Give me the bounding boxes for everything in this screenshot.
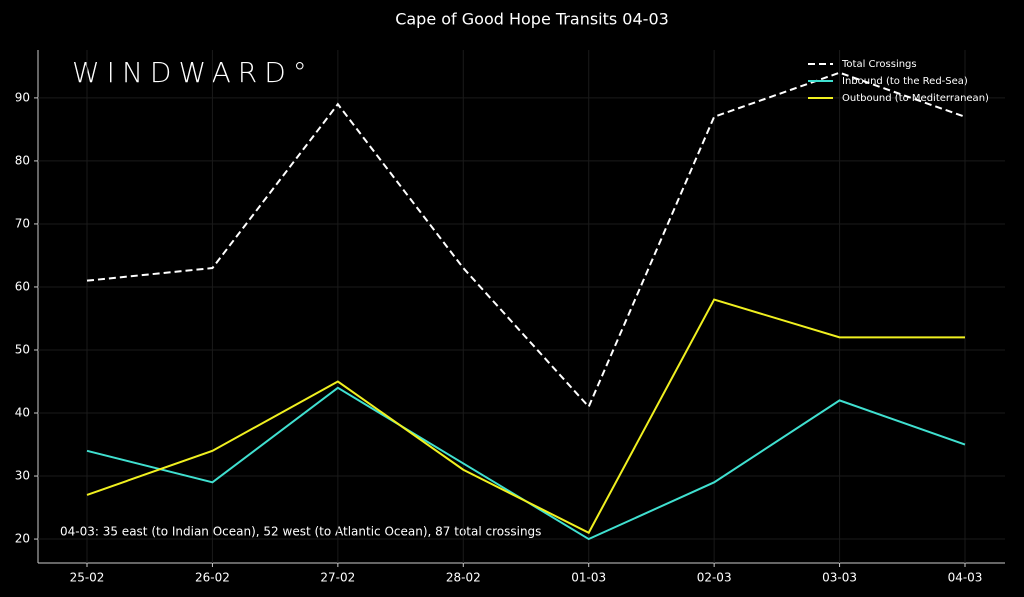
y-tick-label: 80 [15, 153, 30, 167]
y-tick-label: 30 [15, 469, 30, 483]
y-tick-label: 50 [15, 342, 30, 356]
legend-text: Inbound (to the Red-Sea) [842, 76, 968, 87]
x-tick-label: 28-02 [446, 571, 481, 585]
y-tick-label: 20 [15, 532, 30, 546]
x-tick-label: 27-02 [320, 571, 355, 585]
x-tick-label: 02-03 [697, 571, 732, 585]
x-tick-label: 25-02 [70, 571, 105, 585]
chart-title: Cape of Good Hope Transits 04-03 [395, 10, 669, 29]
series-line [86, 71, 966, 409]
legend-text: Total Crossings [841, 59, 917, 70]
x-tick-label: 04-03 [948, 571, 983, 585]
series-line [86, 298, 965, 535]
y-tick-label: 90 [15, 90, 30, 104]
legend-text: Outbound (to Mediterranean) [842, 93, 989, 104]
x-tick-label: 26-02 [195, 571, 230, 585]
x-tick-label: 01-03 [571, 571, 606, 585]
y-tick-label: 60 [15, 279, 30, 293]
y-tick-label: 70 [15, 216, 30, 230]
logo: WINDWARD° [72, 56, 314, 89]
y-tick-label: 40 [15, 406, 30, 420]
x-tick-label: 03-03 [822, 571, 857, 585]
annotation: 04-03: 35 east (to Indian Ocean), 52 wes… [60, 525, 541, 539]
